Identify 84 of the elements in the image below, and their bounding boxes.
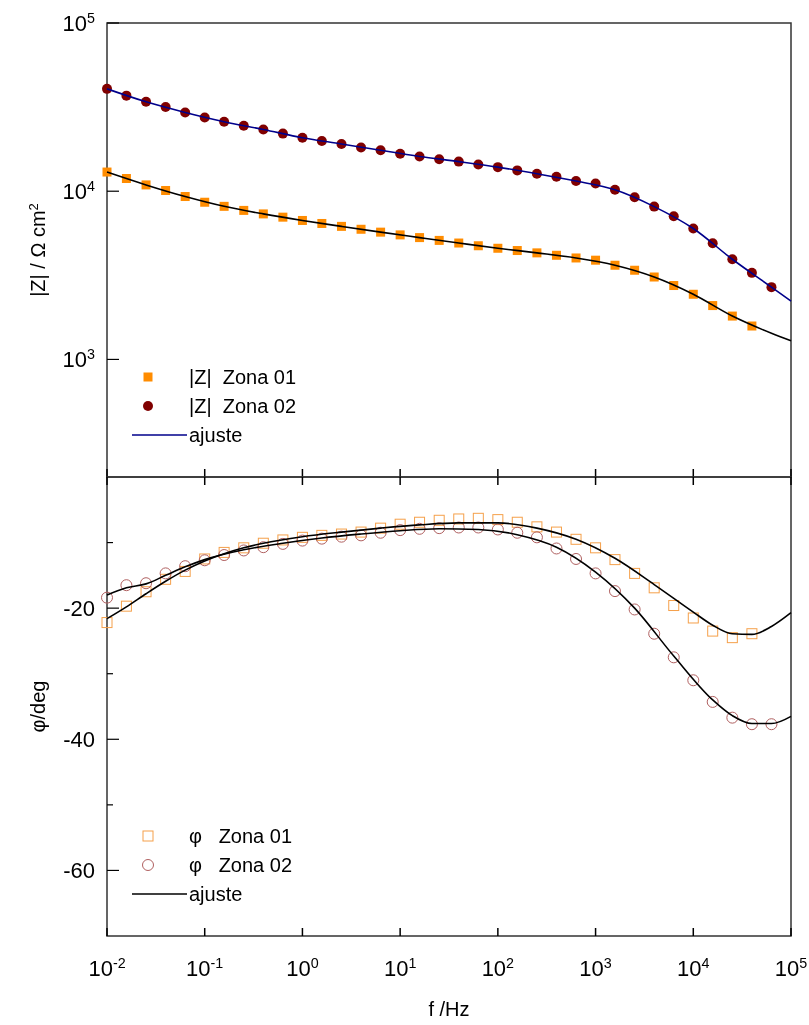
point [648, 627, 661, 640]
point [745, 718, 758, 731]
point [687, 612, 699, 624]
point [374, 526, 387, 539]
point [491, 523, 504, 536]
point [668, 600, 680, 612]
point [179, 565, 191, 577]
point [608, 585, 621, 598]
point [511, 526, 524, 539]
point [277, 534, 289, 546]
point [667, 651, 680, 664]
point [413, 522, 426, 535]
x-tick-label: 10$^{0}$ [286, 955, 319, 981]
point [414, 516, 426, 528]
point [570, 533, 582, 545]
point [648, 582, 660, 594]
point [707, 625, 719, 637]
y-tick-label: 10$^{5}$ [62, 10, 96, 36]
point [570, 552, 583, 565]
point [433, 514, 445, 526]
point [530, 531, 543, 544]
x-tick-label: 10$^{-1}$ [186, 955, 224, 981]
point [120, 600, 132, 612]
point [257, 541, 270, 554]
point [257, 537, 269, 549]
x-tick-label: 10$^{1}$ [383, 955, 417, 981]
point [687, 674, 700, 687]
point [746, 628, 758, 640]
y-tick-label: 10$^{3}$ [62, 346, 96, 373]
point [550, 542, 563, 555]
point [765, 718, 778, 731]
point [452, 521, 465, 534]
point [355, 526, 367, 538]
point [394, 524, 407, 537]
point [355, 529, 368, 542]
x-tick-label: 10$^{3}$ [579, 955, 612, 981]
point [628, 603, 641, 616]
point [511, 516, 523, 528]
point [218, 546, 230, 558]
x-tick-label: 10$^{4}$ [677, 955, 710, 981]
point [276, 537, 289, 550]
legend-label: |Z| Zona 01 [189, 366, 297, 388]
point [590, 542, 602, 554]
point [140, 577, 153, 590]
x-tick-label: 10$^{5}$ [774, 955, 808, 981]
point [101, 617, 113, 629]
x-axis-title: f /Hz [428, 998, 470, 1020]
point [726, 632, 738, 644]
legend-label: φ Zona 02 [189, 854, 293, 876]
point [531, 521, 543, 533]
point [101, 591, 113, 604]
point [160, 573, 172, 585]
y-tick-label: -20 [63, 596, 95, 622]
point [120, 579, 133, 592]
point [706, 695, 719, 708]
legend-label: |Z| Zona 02 [189, 395, 297, 417]
point [492, 514, 504, 526]
point [589, 567, 602, 580]
legend-label: ajuste [189, 883, 243, 905]
point [140, 586, 152, 598]
point [609, 554, 621, 566]
point [179, 560, 192, 573]
x-tick-label: 10$^{-2}$ [88, 955, 126, 981]
point [375, 522, 387, 534]
point [726, 711, 739, 724]
x-tick-label: 10$^{2}$ [481, 955, 515, 981]
y-tick-label: -60 [63, 858, 95, 884]
point [218, 549, 231, 562]
legend-label: ajuste [189, 424, 243, 446]
point [629, 567, 641, 579]
legend-label: φ Zona 01 [189, 825, 293, 847]
point [433, 522, 446, 535]
point [296, 534, 309, 547]
y-axis-title: φ/deg [27, 680, 49, 733]
point [550, 526, 562, 538]
point [394, 518, 406, 530]
y-tick-label: 10$^{4}$ [62, 178, 96, 205]
y-tick-label: -40 [63, 727, 95, 753]
point [316, 529, 328, 541]
point [315, 532, 328, 545]
point [159, 567, 172, 580]
point [472, 521, 485, 534]
point [102, 167, 112, 177]
point [453, 513, 465, 525]
